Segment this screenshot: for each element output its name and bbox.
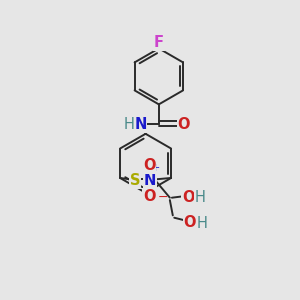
Text: H: H (197, 216, 208, 231)
Text: F: F (154, 35, 164, 50)
Text: +: + (151, 163, 160, 173)
Text: S: S (130, 173, 141, 188)
Text: O: O (177, 118, 190, 133)
Text: O: O (182, 190, 194, 205)
Text: N: N (144, 173, 156, 188)
Text: −: − (158, 190, 168, 204)
Text: H: H (195, 190, 206, 205)
Text: N: N (134, 118, 147, 133)
Text: O: O (184, 215, 196, 230)
Text: H: H (124, 118, 135, 133)
Text: O: O (143, 158, 155, 173)
Text: O: O (143, 189, 155, 204)
